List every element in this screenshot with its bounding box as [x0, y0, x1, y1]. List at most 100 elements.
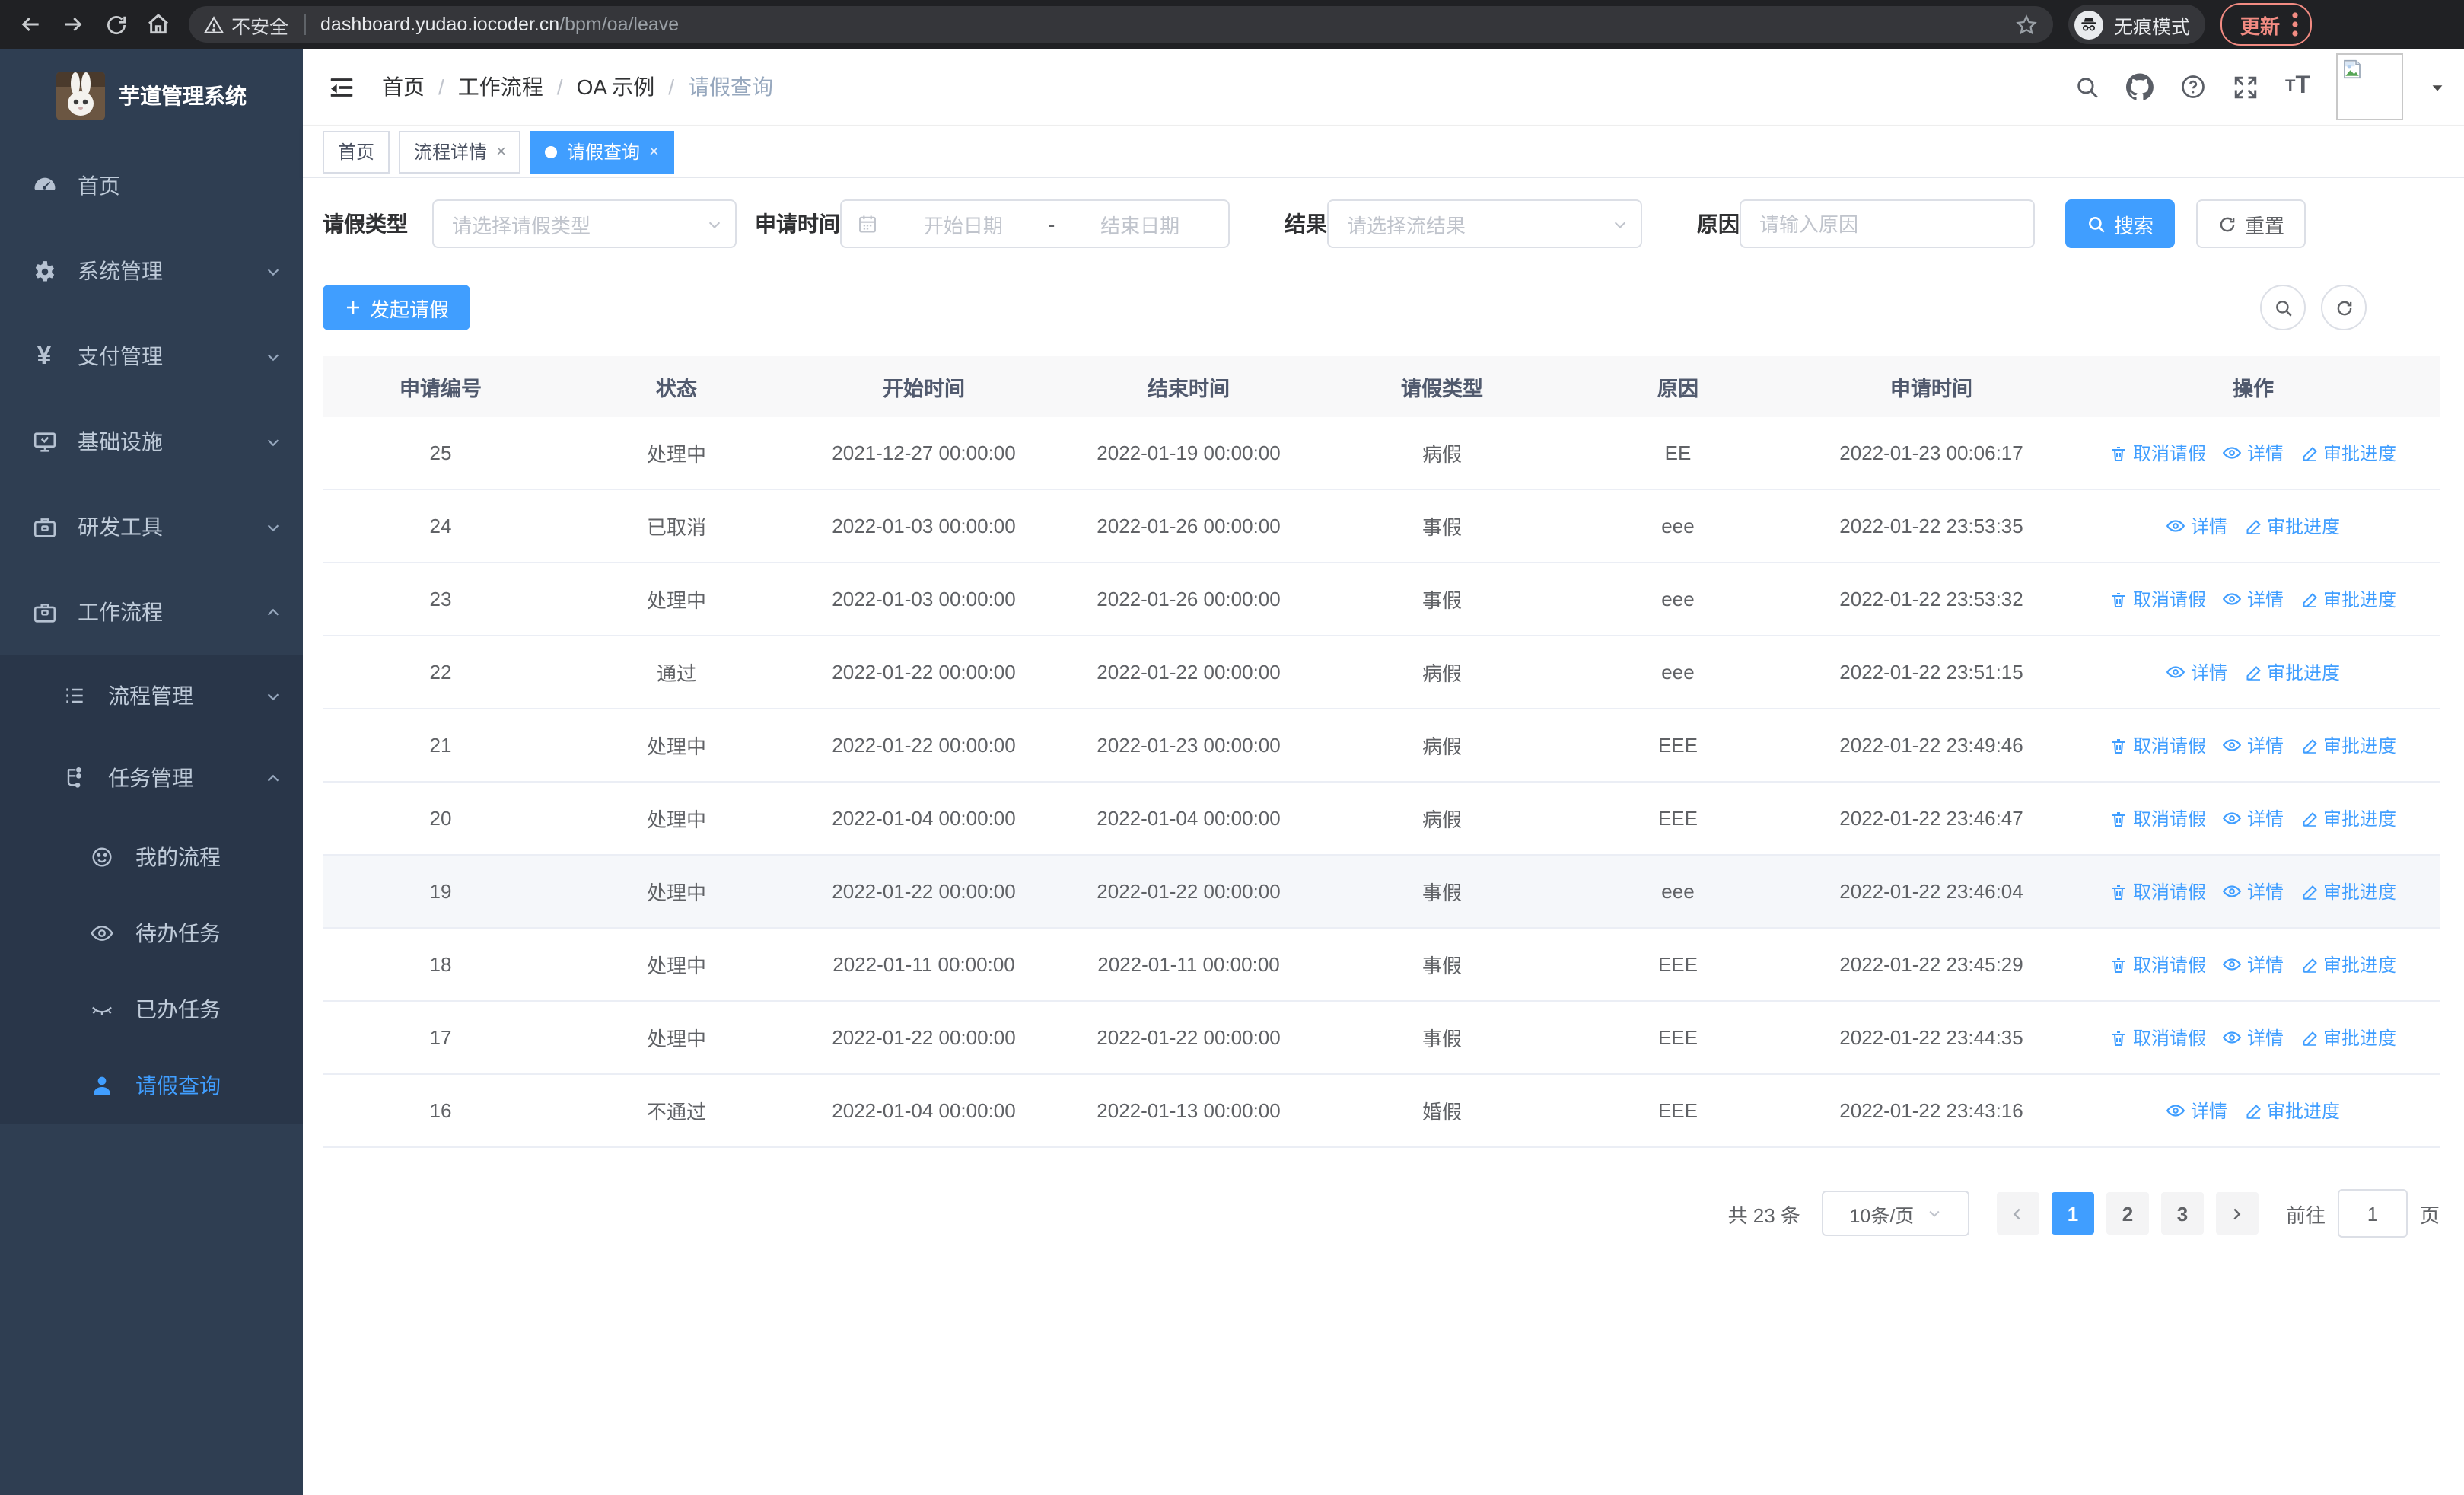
sidebar-item-leave-query[interactable]: 请假查询 — [0, 1047, 303, 1124]
approval-progress-link[interactable]: 审批进度 — [2300, 1025, 2396, 1050]
cell-reason: eee — [1560, 636, 1796, 709]
approval-progress-link[interactable]: 审批进度 — [2300, 586, 2396, 612]
sidebar-item-done-tasks[interactable]: 已办任务 — [0, 971, 303, 1047]
approval-progress-link[interactable]: 审批进度 — [2244, 659, 2340, 685]
sidebar-item-payment[interactable]: ¥ 支付管理 — [0, 314, 303, 399]
detail-link[interactable]: 详情 — [2223, 440, 2284, 466]
browser-update-button[interactable]: 更新 — [2220, 3, 2313, 46]
sidebar-item-workflow[interactable]: 工作流程 — [0, 569, 303, 655]
page-button-2[interactable]: 2 — [2106, 1192, 2149, 1235]
cancel-leave-link[interactable]: 取消请假 — [2110, 952, 2206, 977]
chevron-left-icon — [2010, 1205, 2026, 1222]
tree-icon — [61, 766, 88, 790]
detail-link[interactable]: 详情 — [2223, 586, 2284, 612]
approval-progress-link[interactable]: 审批进度 — [2300, 878, 2396, 904]
close-icon[interactable]: × — [648, 142, 659, 161]
sidebar-item-home[interactable]: 首页 — [0, 143, 303, 228]
toggle-search-button[interactable] — [2260, 285, 2306, 330]
approval-progress-link[interactable]: 审批进度 — [2244, 513, 2340, 539]
search-button[interactable]: 搜索 — [2065, 199, 2176, 248]
detail-link[interactable]: 详情 — [2166, 1098, 2227, 1124]
fullscreen-icon[interactable] — [2233, 74, 2259, 100]
sidebar-item-system[interactable]: 系统管理 — [0, 228, 303, 314]
search-icon[interactable] — [2075, 74, 2101, 100]
cancel-leave-link[interactable]: 取消请假 — [2110, 1025, 2206, 1050]
caret-down-icon[interactable] — [2429, 78, 2446, 95]
create-leave-button[interactable]: 发起请假 — [323, 285, 471, 330]
security-status[interactable]: 不安全 — [204, 10, 288, 39]
col-status: 状态 — [559, 356, 794, 417]
browser-reload-button[interactable] — [94, 3, 137, 46]
page-button-3[interactable]: 3 — [2160, 1192, 2204, 1235]
start-date-input[interactable]: 开始日期 — [923, 214, 1003, 237]
avatar[interactable] — [2336, 53, 2403, 120]
leave-type-select[interactable]: 请选择请假类型 — [432, 199, 737, 248]
cell-apply-time: 2022-01-22 23:46:04 — [1796, 855, 2067, 929]
approval-progress-link[interactable]: 审批进度 — [2300, 440, 2396, 466]
breadcrumb-workflow[interactable]: 工作流程 — [457, 75, 543, 99]
cancel-leave-link[interactable]: 取消请假 — [2110, 878, 2206, 904]
approval-progress-link[interactable]: 审批进度 — [2300, 952, 2396, 977]
result-select[interactable]: 请选择流结果 — [1327, 199, 1642, 248]
reset-button[interactable]: 重置 — [2196, 199, 2306, 248]
apply-time-range-picker[interactable]: 开始日期 - 结束日期 — [840, 199, 1230, 248]
sidebar-collapse-button[interactable] — [321, 67, 361, 107]
bookmark-star-icon[interactable] — [2015, 13, 2038, 36]
approval-progress-link[interactable]: 审批进度 — [2244, 1098, 2340, 1124]
end-date-input[interactable]: 结束日期 — [1100, 214, 1180, 237]
detail-link[interactable]: 详情 — [2166, 659, 2227, 685]
help-icon[interactable] — [2180, 73, 2208, 100]
cell-start-time: 2022-01-11 00:00:00 — [794, 928, 1053, 1002]
result-label: 结果 — [1285, 212, 1327, 236]
prev-page-button[interactable] — [1996, 1192, 2039, 1235]
refresh-table-button[interactable] — [2321, 285, 2367, 330]
table-row: 25 处理中 2021-12-27 00:00:00 2022-01-19 00… — [323, 417, 2440, 490]
browser-home-button[interactable] — [137, 3, 180, 46]
sidebar-item-task-mgmt[interactable]: 任务管理 — [0, 737, 303, 819]
close-icon[interactable]: × — [496, 142, 506, 161]
breadcrumb-oa-example[interactable]: OA 示例 — [576, 75, 655, 99]
page-size-select[interactable]: 10条/页 — [1821, 1191, 1969, 1236]
page-button-1[interactable]: 1 — [2051, 1192, 2094, 1235]
leave-type-placeholder: 请选择请假类型 — [452, 214, 591, 237]
tab-home[interactable]: 首页 — [323, 130, 390, 173]
eye-icon — [2223, 955, 2243, 974]
detail-link[interactable]: 详情 — [2223, 878, 2284, 904]
detail-link[interactable]: 详情 — [2166, 513, 2227, 539]
gear-icon — [30, 258, 58, 284]
sidebar-item-my-process[interactable]: 我的流程 — [0, 819, 303, 895]
sidebar-item-todo-tasks[interactable]: 待办任务 — [0, 895, 303, 971]
sidebar-item-process-mgmt[interactable]: 流程管理 — [0, 655, 303, 737]
next-page-button[interactable] — [2215, 1192, 2259, 1235]
approval-progress-link[interactable]: 审批进度 — [2300, 732, 2396, 758]
divider — [304, 14, 306, 35]
tab-process-detail[interactable]: 流程详情 × — [399, 130, 521, 173]
reason-input[interactable] — [1740, 199, 2035, 248]
chevron-down-icon — [706, 215, 723, 232]
sidebar-item-infrastructure[interactable]: 基础设施 — [0, 399, 303, 484]
tab-leave-query[interactable]: 请假查询 × — [530, 130, 674, 173]
breadcrumb-home[interactable]: 首页 — [382, 75, 425, 99]
detail-link[interactable]: 详情 — [2223, 1025, 2284, 1050]
eye-icon — [2223, 589, 2243, 609]
cell-leave-type: 病假 — [1324, 417, 1560, 490]
cancel-leave-link[interactable]: 取消请假 — [2110, 805, 2206, 831]
detail-link[interactable]: 详情 — [2223, 805, 2284, 831]
pen-icon — [2300, 809, 2319, 827]
approval-progress-link[interactable]: 审批进度 — [2300, 805, 2396, 831]
github-icon[interactable] — [2126, 73, 2154, 100]
cancel-leave-link[interactable]: 取消请假 — [2110, 732, 2206, 758]
cancel-leave-link[interactable]: 取消请假 — [2110, 586, 2206, 612]
detail-link[interactable]: 详情 — [2223, 952, 2284, 977]
detail-link[interactable]: 详情 — [2223, 732, 2284, 758]
cancel-leave-link[interactable]: 取消请假 — [2110, 440, 2206, 466]
browser-menu-icon[interactable] — [2292, 12, 2298, 37]
cell-apply-id: 20 — [323, 782, 559, 856]
url-host: dashboard.yudao.iocoder.cn — [320, 14, 560, 35]
sidebar-item-dev-tools[interactable]: 研发工具 — [0, 484, 303, 569]
browser-forward-button[interactable] — [52, 3, 94, 46]
address-bar[interactable]: 不安全 dashboard.yudao.iocoder.cn/bpm/oa/le… — [189, 6, 2053, 43]
goto-page-input[interactable] — [2337, 1189, 2408, 1238]
browser-back-button[interactable] — [9, 3, 52, 46]
